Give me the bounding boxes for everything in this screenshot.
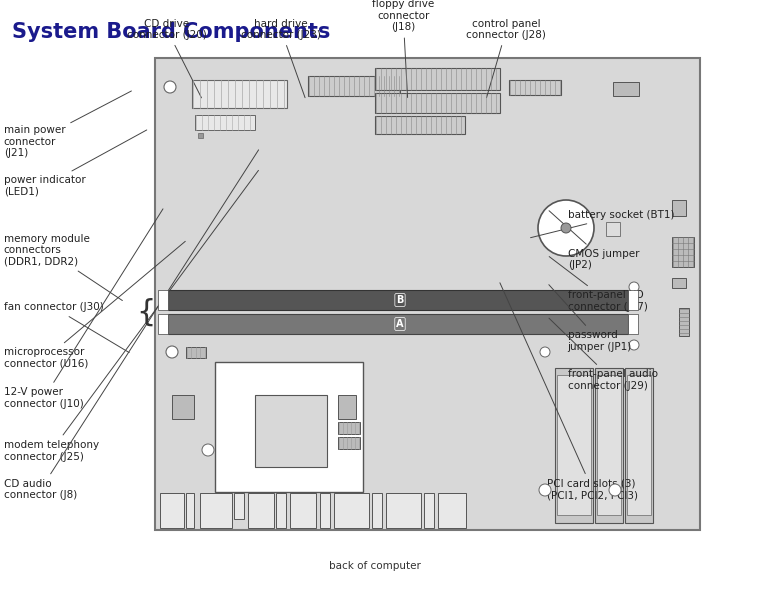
Bar <box>158 290 168 310</box>
Text: fan connector (J30): fan connector (J30) <box>4 303 129 353</box>
Bar <box>338 437 360 449</box>
Text: CD drive
connector (J20): CD drive connector (J20) <box>127 18 207 98</box>
Text: CD audio
connector (J8): CD audio connector (J8) <box>4 150 259 500</box>
Circle shape <box>629 340 639 350</box>
Text: front-panel I/O
connector (J27): front-panel I/O connector (J27) <box>549 257 647 312</box>
Bar <box>158 314 168 334</box>
Bar <box>215 362 363 492</box>
Bar <box>628 290 638 310</box>
Bar <box>672 200 686 216</box>
Bar <box>290 493 316 528</box>
Circle shape <box>166 346 178 358</box>
Circle shape <box>164 81 176 93</box>
Text: modem telephony
connector (J25): modem telephony connector (J25) <box>4 171 259 461</box>
Bar <box>155 58 700 530</box>
Text: password
jumper (JP1): password jumper (JP1) <box>549 284 632 352</box>
Bar <box>597 375 621 515</box>
Bar <box>200 493 232 528</box>
Bar <box>172 395 194 419</box>
Bar <box>186 493 194 528</box>
Bar <box>628 314 638 334</box>
Circle shape <box>540 347 550 357</box>
Bar <box>672 278 686 288</box>
Circle shape <box>609 484 621 496</box>
Bar <box>308 76 400 96</box>
Circle shape <box>539 484 551 496</box>
Bar <box>606 222 620 236</box>
Bar <box>338 395 356 419</box>
Bar <box>375 93 500 113</box>
Circle shape <box>538 200 594 256</box>
Bar <box>255 395 327 467</box>
Text: 12-V power
connector (J10): 12-V power connector (J10) <box>4 209 163 409</box>
Text: battery socket (BT1): battery socket (BT1) <box>531 211 674 238</box>
Bar <box>595 368 623 523</box>
Bar <box>438 493 466 528</box>
Text: front-panel audio
connector (J29): front-panel audio connector (J29) <box>549 318 658 391</box>
Text: B: B <box>396 295 404 305</box>
Bar <box>198 133 203 138</box>
Text: {: { <box>136 297 156 326</box>
Bar <box>375 68 500 90</box>
Bar <box>320 493 330 528</box>
Bar <box>276 493 286 528</box>
Text: System Board Components: System Board Components <box>12 22 330 42</box>
Bar <box>234 493 244 519</box>
Bar <box>168 314 628 334</box>
Bar <box>555 368 593 523</box>
Bar <box>375 116 465 134</box>
Bar <box>160 493 184 528</box>
Bar <box>195 115 255 130</box>
Text: control panel
connector (J28): control panel connector (J28) <box>467 18 546 97</box>
Bar <box>672 237 694 267</box>
Text: A: A <box>396 319 404 329</box>
Text: microprocessor
connector (U16): microprocessor connector (U16) <box>4 241 185 369</box>
Bar <box>168 290 628 310</box>
Bar <box>627 375 651 515</box>
Bar <box>338 422 360 434</box>
Circle shape <box>629 282 639 292</box>
Text: hard drive
connector (J23): hard drive connector (J23) <box>241 18 321 98</box>
Bar <box>248 493 274 528</box>
Bar <box>372 493 382 528</box>
Bar <box>424 493 434 528</box>
Bar <box>509 80 561 95</box>
Bar <box>557 375 591 515</box>
Text: main power
connector
(J21): main power connector (J21) <box>4 91 132 158</box>
Bar <box>334 493 369 528</box>
Bar <box>625 368 653 523</box>
Bar <box>679 308 689 336</box>
Bar <box>192 80 287 108</box>
Circle shape <box>202 444 214 456</box>
Text: CMOS jumper
(JP2): CMOS jumper (JP2) <box>549 211 639 270</box>
Bar <box>386 493 421 528</box>
Text: floppy drive
connector
(J18): floppy drive connector (J18) <box>372 0 435 97</box>
Circle shape <box>561 223 571 233</box>
Bar <box>613 82 639 96</box>
Text: power indicator
(LED1): power indicator (LED1) <box>4 130 147 196</box>
Bar <box>186 347 206 358</box>
Text: PCI card slots (3)
(PCI1, PCI2, PCI3): PCI card slots (3) (PCI1, PCI2, PCI3) <box>500 283 638 500</box>
Text: back of computer: back of computer <box>329 562 421 571</box>
Text: memory module
connectors
(DDR1, DDR2): memory module connectors (DDR1, DDR2) <box>4 234 122 300</box>
